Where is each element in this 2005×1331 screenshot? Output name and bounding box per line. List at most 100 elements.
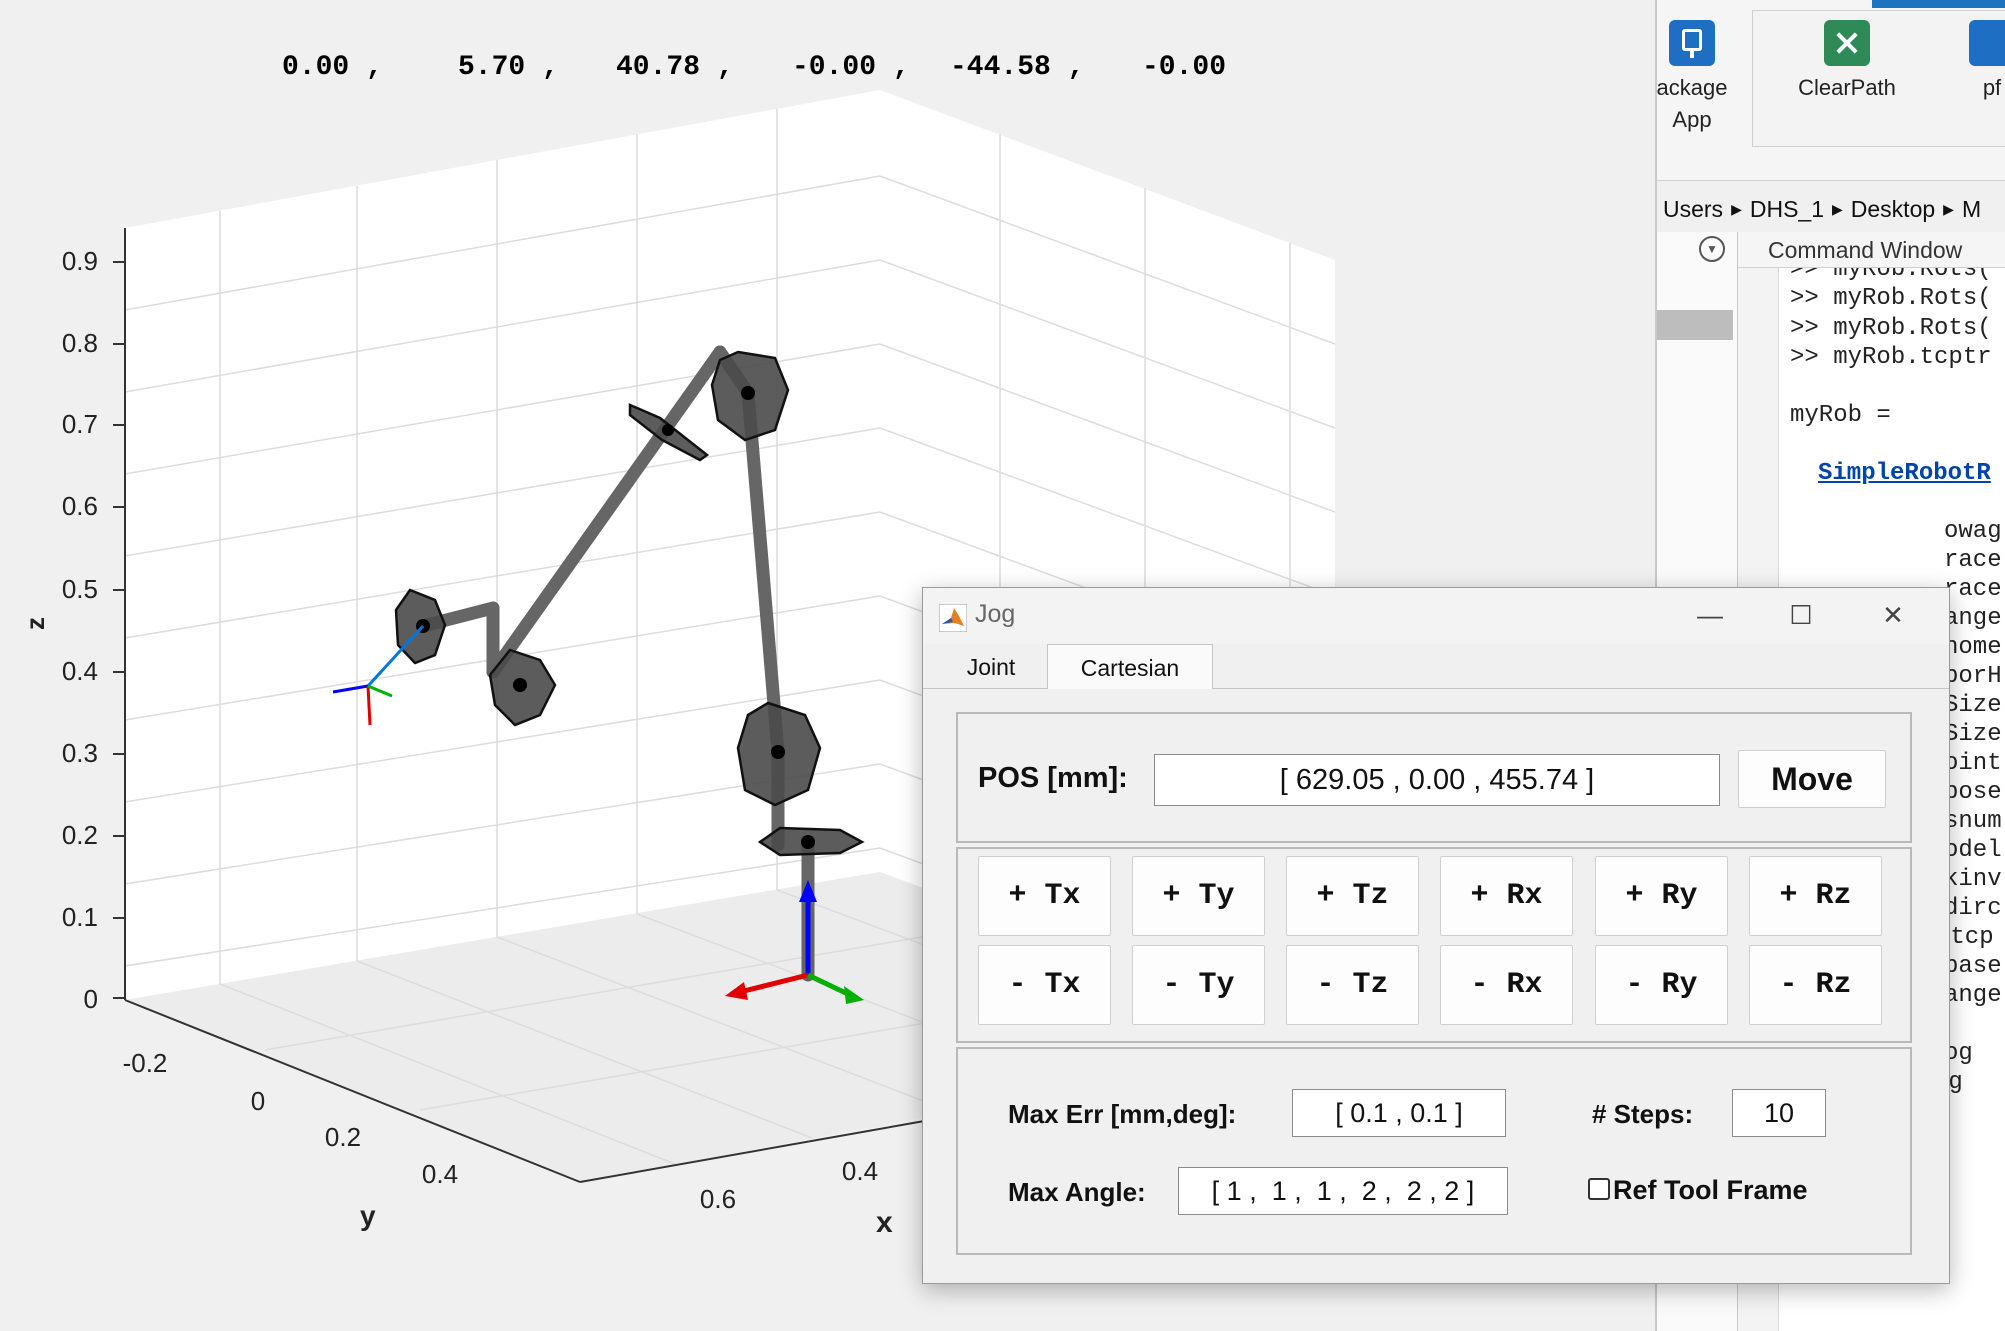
- max-err-field[interactable]: [ 0.1 , 0.1 ]: [1292, 1089, 1506, 1137]
- pos-value-field[interactable]: [ 629.05 , 0.00 , 455.74 ]: [1154, 754, 1720, 806]
- max-angle-field[interactable]: [ 1 , 1 , 1 , 2 , 2 , 2 ]: [1178, 1167, 1508, 1215]
- breadcrumb-desktop[interactable]: Desktop: [1850, 195, 1936, 222]
- minimize-icon[interactable]: —: [1697, 599, 1723, 630]
- max-angle-label: Max Angle:: [1008, 1177, 1146, 1207]
- z-tick-label: 0.1: [62, 902, 98, 932]
- command-output-line: pose: [1944, 779, 2002, 806]
- command-output-line: base: [1944, 953, 2002, 980]
- app-icon: [1969, 20, 2005, 66]
- matlab-logo-icon: [939, 604, 967, 632]
- position-panel: POS [mm]: [ 629.05 , 0.00 , 455.74 ] Mov…: [956, 712, 1912, 843]
- minus-rx-button[interactable]: - Rx: [1440, 945, 1573, 1025]
- y-axis-label: y: [360, 1200, 376, 1231]
- x-axis-label: x: [876, 1206, 893, 1239]
- command-history-line: >> myRob.tcptr: [1790, 344, 1992, 371]
- z-tick-label: 0: [84, 984, 98, 1014]
- steps-field[interactable]: 10: [1732, 1089, 1826, 1137]
- command-output-line: tcp: [1936, 924, 1994, 951]
- command-output-line: odel: [1944, 837, 2002, 864]
- selected-file-row[interactable]: [1657, 310, 1733, 340]
- plus-ty-button[interactable]: + Ty: [1132, 856, 1265, 936]
- z-tick-marks: [113, 261, 125, 999]
- toolstrip: ackage App ClearPath pf: [1657, 0, 2005, 181]
- joint-value-1: 0.00 ,: [282, 52, 383, 83]
- command-history-line: >> myRob.Rots(: [1790, 285, 1992, 312]
- minus-ty-button[interactable]: - Ty: [1132, 945, 1265, 1025]
- jog-window[interactable]: Jog — ☐ ✕ Joint Cartesian POS [mm]: [ 62…: [922, 587, 1950, 1284]
- package-app-icon: [1669, 20, 1715, 66]
- z-tick-label: 0.9: [62, 246, 98, 276]
- back-wall-left: [125, 90, 880, 1000]
- ref-tool-frame-checkbox[interactable]: [1588, 1178, 1610, 1200]
- z-tick-label: 0.6: [62, 491, 98, 521]
- breadcrumb-m[interactable]: M: [1961, 195, 1982, 222]
- close-icon[interactable]: ✕: [1882, 599, 1904, 630]
- pf-app-label: pf: [1982, 75, 2002, 100]
- package-app-label-2: App: [1672, 107, 1712, 132]
- apps-group: [1752, 10, 2005, 147]
- jog-title-bar[interactable]: Jog — ☐ ✕: [923, 588, 1949, 644]
- joint-value-5: -44.58 ,: [950, 52, 1085, 83]
- command-output-line: kinv: [1944, 866, 2002, 893]
- tab-cartesian[interactable]: Cartesian: [1047, 644, 1213, 689]
- plus-tz-button[interactable]: + Tz: [1286, 856, 1419, 936]
- z-tick-label: 0.2: [62, 820, 98, 850]
- command-output-line: ange: [1944, 605, 2002, 632]
- x-tick-label: 0.6: [700, 1184, 736, 1214]
- breadcrumb-separator-icon: ▶: [1943, 200, 1954, 217]
- z-tick-label: 0.4: [62, 656, 98, 686]
- y-tick-label: 0.4: [422, 1159, 458, 1189]
- package-app-label-1: ackage: [1656, 75, 1728, 100]
- clearpath-label: ClearPath: [1798, 75, 1896, 100]
- joint-centers: [416, 386, 815, 849]
- z-tick-label: 0.3: [62, 738, 98, 768]
- y-tick-label: -0.2: [123, 1048, 168, 1078]
- command-output-line: oint: [1944, 750, 2002, 777]
- minus-tx-button[interactable]: - Tx: [978, 945, 1111, 1025]
- joint-value-3: 40.78 ,: [616, 52, 734, 83]
- command-output-line: borH: [1944, 663, 2002, 690]
- command-output-line: race: [1944, 576, 2002, 603]
- joint-value-4: -0.00 ,: [792, 52, 910, 83]
- joint-value-6: -0.00: [1142, 52, 1227, 83]
- command-output-line: ange: [1944, 982, 2002, 1009]
- max-err-label: Max Err [mm,deg]:: [1008, 1099, 1237, 1129]
- address-bar[interactable]: Users ▶ DHS_1 ▶ Desktop ▶ M: [1657, 190, 2005, 228]
- command-output-line: snum: [1944, 808, 2002, 835]
- plus-rz-button[interactable]: + Rz: [1749, 856, 1882, 936]
- clearpath-tile[interactable]: ClearPath: [1782, 20, 1912, 104]
- jog-buttons-panel: + Tx + Ty + Tz + Rx + Ry + Rz - Tx - Ty …: [956, 847, 1912, 1043]
- command-history-line: >> myRob.Rots(: [1790, 315, 1992, 342]
- command-output-line: Size: [1944, 692, 2002, 719]
- command-output-line: owag: [1944, 518, 2002, 545]
- plus-rx-button[interactable]: + Rx: [1440, 856, 1573, 936]
- y-tick-label: 0: [251, 1086, 265, 1116]
- command-output-line[interactable]: SimpleRobotR: [1818, 460, 1991, 487]
- plus-ry-button[interactable]: + Ry: [1595, 856, 1728, 936]
- command-history-line: >> myRob.Rots(: [1790, 268, 1992, 283]
- command-output-line: home: [1944, 634, 2002, 661]
- package-app-tile[interactable]: ackage App: [1637, 20, 1747, 136]
- z-tick-label: 0.8: [62, 328, 98, 358]
- command-output-line: race: [1944, 547, 2002, 574]
- ref-tool-frame-label[interactable]: Ref Tool Frame: [1613, 1175, 1808, 1205]
- plus-tx-button[interactable]: + Tx: [978, 856, 1111, 936]
- minus-ry-button[interactable]: - Ry: [1595, 945, 1728, 1025]
- toolstrip-accent: [1872, 0, 2005, 8]
- settings-panel: Max Err [mm,deg]: [ 0.1 , 0.1 ] # Steps:…: [956, 1047, 1912, 1255]
- maximize-icon[interactable]: ☐: [1789, 599, 1813, 630]
- panel-menu-icon[interactable]: ▼: [1699, 236, 1725, 262]
- tab-joint[interactable]: Joint: [966, 654, 1016, 680]
- breadcrumb-dhs1[interactable]: DHS_1: [1749, 195, 1824, 222]
- pf-app-tile[interactable]: pf: [1957, 20, 2005, 104]
- steps-label: # Steps:: [1592, 1099, 1694, 1129]
- z-tick-label: 0.7: [62, 409, 98, 439]
- breadcrumb-users[interactable]: Users: [1663, 195, 1724, 222]
- move-button[interactable]: Move: [1738, 750, 1886, 808]
- z-tick-label: 0.5: [62, 574, 98, 604]
- jog-window-title: Jog: [975, 600, 1016, 628]
- joint-value-2: 5.70 ,: [458, 52, 559, 83]
- minus-tz-button[interactable]: - Tz: [1286, 945, 1419, 1025]
- minus-rz-button[interactable]: - Rz: [1749, 945, 1882, 1025]
- z-axis-label: z: [20, 617, 50, 630]
